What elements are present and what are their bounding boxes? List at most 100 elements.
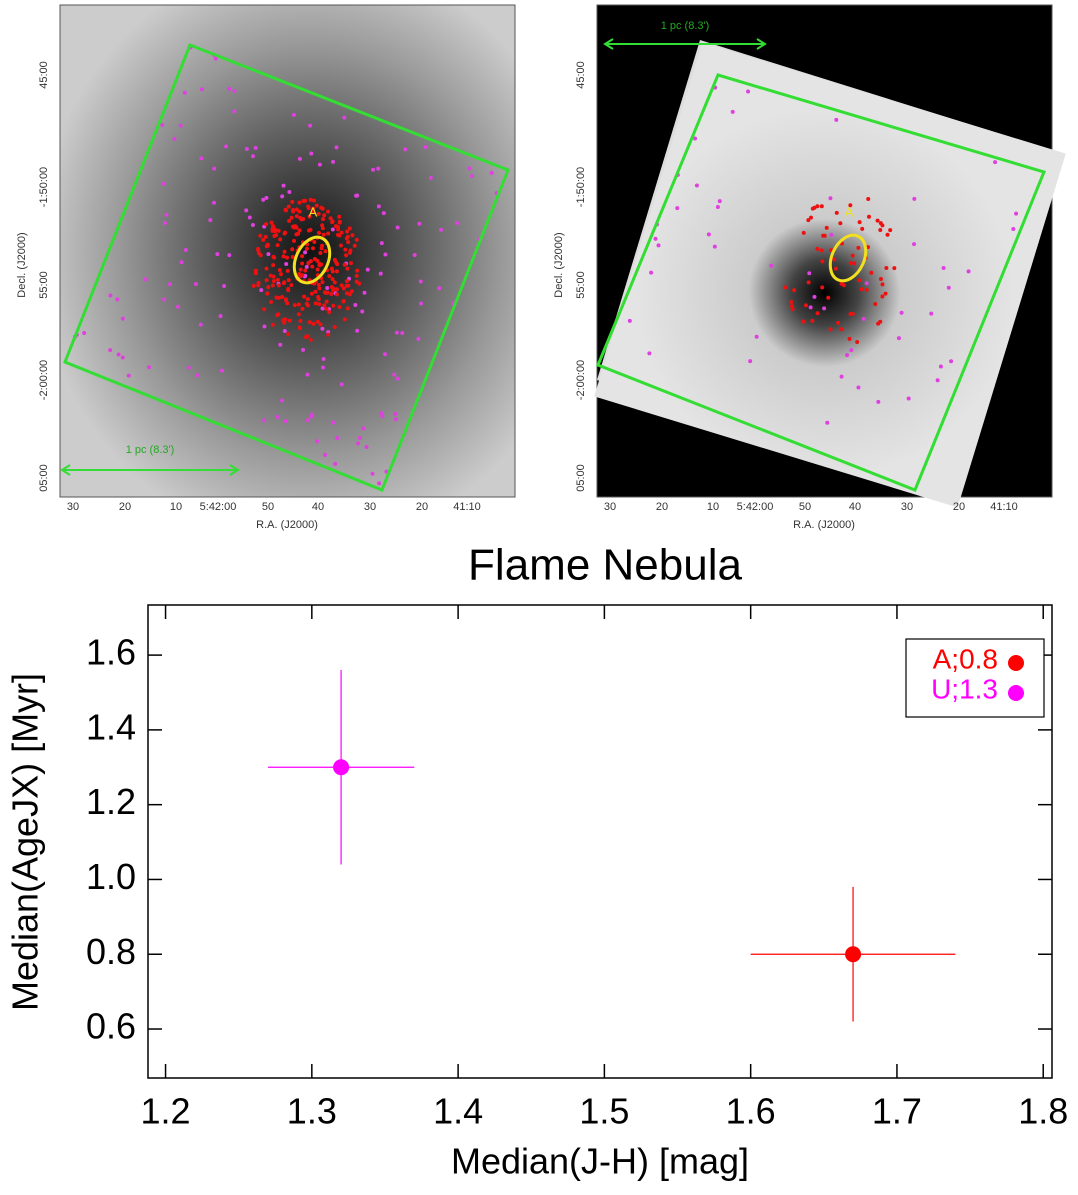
- star-magenta: [262, 324, 267, 329]
- star-magenta: [912, 242, 917, 247]
- star-red: [873, 302, 878, 307]
- star-red: [286, 288, 291, 293]
- star-magenta: [715, 204, 720, 209]
- star-red: [281, 254, 286, 259]
- star-red: [333, 224, 338, 229]
- star-magenta: [418, 279, 423, 284]
- star-magenta: [489, 170, 494, 175]
- star-magenta: [377, 481, 382, 486]
- star-magenta: [305, 418, 310, 423]
- star-red: [332, 324, 337, 329]
- star-red: [307, 320, 312, 325]
- star-red: [283, 317, 288, 322]
- star-magenta: [108, 348, 113, 353]
- dec-tick-label: 45:00: [575, 61, 587, 89]
- region-ellipse: [292, 235, 332, 285]
- star-red: [850, 253, 855, 258]
- star-magenta: [394, 330, 399, 335]
- star-magenta: [935, 378, 940, 383]
- star-magenta: [283, 419, 288, 424]
- star-magenta: [395, 225, 400, 230]
- star-red: [316, 282, 321, 287]
- star-magenta: [315, 439, 320, 444]
- star-red: [348, 261, 353, 266]
- star-magenta: [371, 167, 376, 172]
- star-red: [303, 268, 308, 273]
- star-red: [350, 233, 355, 238]
- star-magenta: [428, 175, 433, 180]
- star-red: [792, 288, 797, 293]
- ra-tick-label: 30: [67, 501, 79, 513]
- star-magenta: [844, 353, 849, 358]
- star-magenta: [213, 56, 218, 61]
- star-magenta: [183, 248, 188, 253]
- star-magenta: [355, 328, 360, 333]
- star-red: [832, 257, 837, 262]
- star-magenta: [251, 154, 256, 159]
- star-red: [317, 261, 322, 266]
- y-tick-label: 1.4: [86, 706, 136, 747]
- ra-tick-label: 10: [707, 501, 719, 513]
- star-magenta: [208, 218, 213, 223]
- star-red: [308, 337, 313, 342]
- star-magenta: [403, 147, 408, 152]
- star-red: [256, 283, 261, 288]
- star-magenta: [182, 90, 187, 95]
- region-ellipse: [828, 233, 868, 283]
- star-red: [286, 278, 291, 283]
- star-magenta: [261, 197, 266, 202]
- star-red: [859, 287, 864, 292]
- legend-label: A;0.8: [933, 643, 998, 674]
- star-magenta: [355, 193, 360, 198]
- legend-marker: [1008, 655, 1024, 671]
- star-red: [819, 248, 824, 253]
- star-magenta: [876, 399, 881, 404]
- star-red: [266, 285, 271, 290]
- star-magenta: [193, 282, 198, 287]
- star-red: [265, 243, 270, 248]
- star-red: [290, 199, 295, 204]
- star-magenta: [115, 297, 120, 302]
- star-magenta: [861, 316, 866, 321]
- star-red: [337, 219, 342, 224]
- star-red: [354, 237, 359, 242]
- star-red: [301, 216, 306, 221]
- region-label: A: [845, 204, 854, 219]
- star-red: [345, 266, 350, 271]
- star-red: [328, 216, 333, 221]
- dec-tick-label: 55:00: [38, 271, 50, 299]
- star-magenta: [400, 331, 405, 336]
- star-magenta: [929, 311, 934, 316]
- star-red: [282, 249, 287, 254]
- ra-tick-label: 20: [953, 501, 965, 513]
- star-red: [300, 261, 305, 266]
- star-red: [866, 214, 871, 219]
- star-red: [301, 198, 306, 203]
- star-red: [834, 210, 839, 215]
- star-red: [344, 253, 349, 258]
- star-red: [251, 283, 256, 288]
- star-red: [271, 279, 276, 284]
- star-magenta: [856, 385, 861, 390]
- star-red: [330, 219, 335, 224]
- star-magenta: [470, 174, 475, 179]
- star-red: [324, 299, 329, 304]
- star-magenta: [309, 414, 314, 419]
- star-red: [824, 225, 829, 230]
- star-red: [892, 266, 897, 271]
- star-magenta: [198, 322, 203, 327]
- star-red: [848, 203, 853, 208]
- star-red: [297, 271, 302, 276]
- star-red: [320, 223, 325, 228]
- star-red: [349, 289, 354, 294]
- star-red: [297, 228, 302, 233]
- star-red: [273, 227, 278, 232]
- ra-tick-label: 30: [604, 501, 616, 513]
- star-red: [275, 277, 280, 282]
- star-red: [318, 251, 323, 256]
- star-magenta: [941, 266, 946, 271]
- star-red: [878, 277, 883, 282]
- star-magenta: [467, 166, 472, 171]
- star-red: [334, 287, 339, 292]
